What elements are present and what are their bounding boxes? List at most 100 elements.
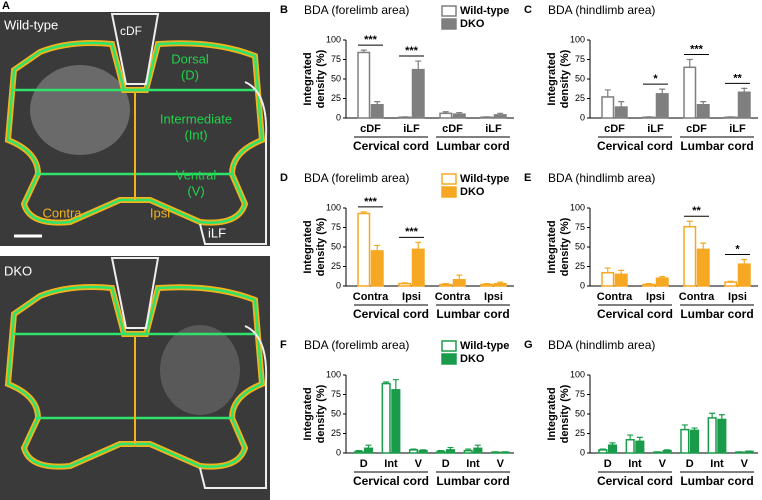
x-tick-label: D	[360, 458, 368, 470]
error-bar	[686, 220, 693, 227]
y-axis-label: density (%)	[315, 217, 327, 276]
bar	[607, 444, 618, 454]
x-tick-label: iLF	[647, 123, 664, 135]
bar	[696, 248, 710, 287]
y-tick-label: 75	[575, 389, 585, 399]
error-bar	[392, 379, 399, 390]
y-tick-label: 50	[331, 241, 341, 251]
y-axis-label: density (%)	[315, 384, 327, 443]
x-tick-label: iLF	[403, 123, 420, 135]
bar	[370, 250, 384, 287]
bar	[625, 438, 635, 454]
error-bar	[700, 101, 707, 105]
error-bar	[604, 267, 611, 273]
y-tick-label: 0	[336, 112, 341, 122]
labeled-fibers	[30, 65, 130, 155]
y-tick-label: 25	[331, 93, 341, 103]
error-bar	[474, 444, 481, 449]
chart-title: BDA (forelimb area)	[304, 338, 409, 352]
x-tick-label: V	[659, 458, 667, 470]
x-tick-label: Ipsi	[402, 291, 421, 303]
x-tick-label: cDF	[686, 123, 707, 135]
group-label: Lumbar cord	[680, 139, 753, 153]
bar	[737, 91, 751, 119]
x-tick-label: Contra	[353, 291, 389, 303]
y-tick-label: 75	[575, 222, 585, 232]
bar	[493, 114, 507, 119]
y-tick-label: 0	[336, 447, 341, 457]
error-bar	[415, 60, 422, 70]
error-bar	[465, 448, 472, 451]
y-tick-label: 75	[331, 54, 341, 64]
bar	[480, 283, 494, 287]
x-tick-label: cDF	[442, 123, 463, 135]
y-tick-label: 50	[575, 73, 585, 83]
x-tick-label: iLF	[485, 123, 502, 135]
bar	[398, 282, 412, 287]
bar	[598, 449, 608, 454]
error-bar	[664, 449, 671, 451]
y-axis-label: Integrated	[302, 387, 314, 440]
y-tick-label: 0	[580, 280, 585, 290]
region-label: (V)	[187, 183, 204, 198]
legend-swatch	[441, 173, 457, 185]
error-bar	[636, 436, 643, 442]
legend-label: DKO	[460, 353, 485, 365]
y-tick-label: 0	[336, 280, 341, 290]
bar	[452, 113, 466, 119]
error-bar	[360, 49, 367, 53]
error-bar	[442, 111, 449, 114]
bar	[707, 417, 717, 454]
y-axis-label: Integrated	[546, 220, 558, 273]
x-tick-label: D	[686, 458, 694, 470]
y-tick-label: 50	[331, 73, 341, 83]
bar	[635, 440, 645, 454]
error-bar	[709, 412, 716, 418]
error-bar	[659, 88, 666, 94]
bar	[696, 103, 710, 119]
bar	[370, 103, 384, 119]
legend-label: DKO	[460, 186, 485, 198]
significance-label: *	[735, 243, 740, 255]
bar	[717, 418, 727, 454]
legend-swatch	[441, 18, 457, 30]
significance-label: ***	[364, 34, 378, 46]
y-axis-label: density (%)	[559, 217, 571, 276]
x-tick-label: D	[604, 458, 612, 470]
x-tick-label: D	[442, 458, 450, 470]
legend-label: DKO	[460, 18, 485, 30]
error-bar	[410, 448, 417, 450]
error-bar	[456, 111, 463, 115]
group-label: Lumbar cord	[436, 139, 509, 153]
error-bar	[497, 281, 504, 284]
significance-label: *	[653, 73, 658, 85]
x-tick-label: Int	[466, 458, 480, 470]
chart-title: BDA (hindlimb area)	[548, 338, 655, 352]
x-tick-label: Ipsi	[646, 291, 665, 303]
legend-label: Wild-type	[460, 5, 509, 17]
y-tick-label: 0	[580, 447, 585, 457]
panel-letter: G	[524, 339, 533, 351]
x-tick-label: cDF	[604, 123, 625, 135]
y-tick-label: 0	[580, 112, 585, 122]
region-label: Dorsal	[171, 51, 209, 66]
labeled-fibers	[160, 325, 240, 415]
panel-letter: B	[280, 4, 288, 16]
error-bar	[741, 87, 748, 93]
x-tick-label: Int	[710, 458, 724, 470]
y-tick-label: 25	[575, 93, 585, 103]
group-label: Cervical cord	[597, 139, 673, 153]
y-tick-label: 75	[575, 54, 585, 64]
x-tick-label: Int	[384, 458, 398, 470]
bar	[463, 449, 473, 454]
error-bar	[355, 450, 362, 452]
error-bar	[456, 274, 463, 280]
legend-swatch	[441, 340, 457, 352]
x-tick-label: V	[415, 458, 423, 470]
bar	[408, 449, 419, 454]
significance-label: **	[692, 205, 701, 217]
error-bar	[383, 381, 390, 384]
error-bar	[604, 89, 611, 97]
bar	[662, 449, 672, 454]
